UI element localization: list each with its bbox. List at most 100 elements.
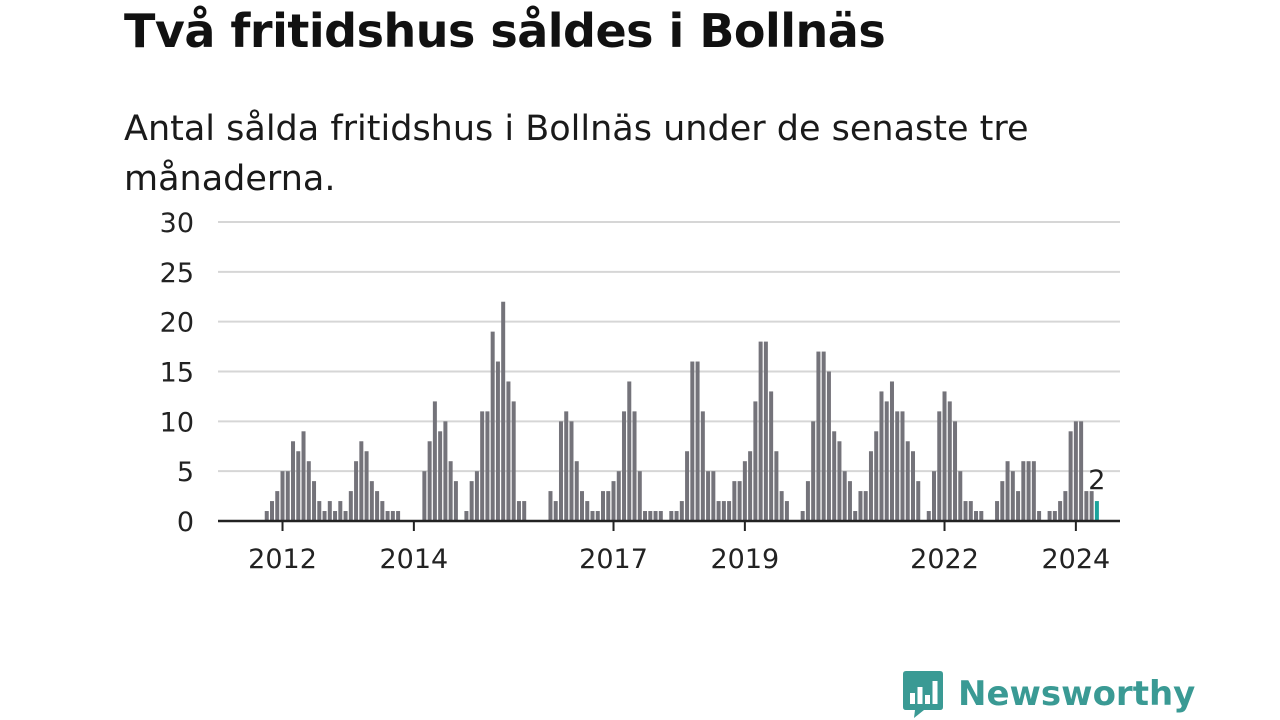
- brand-name: Newsworthy: [958, 674, 1196, 714]
- bar: [958, 471, 963, 521]
- x-tick-label: 2017: [579, 544, 648, 575]
- y-tick-label: 10: [160, 407, 194, 438]
- bar: [932, 471, 937, 521]
- bar: [763, 341, 768, 521]
- bar: [369, 481, 374, 521]
- bar: [354, 461, 359, 521]
- bar: [359, 441, 364, 521]
- bar: [548, 491, 553, 521]
- bar: [285, 471, 290, 521]
- bar: [270, 501, 275, 521]
- y-tick-label: 15: [160, 358, 194, 389]
- bar: [889, 381, 894, 521]
- bar: [343, 511, 348, 521]
- bar: [558, 421, 563, 521]
- chart-subtitle: Antal sålda fritidshus i Bollnäs under d…: [124, 109, 1029, 199]
- bar: [443, 421, 448, 521]
- bar: [622, 411, 627, 521]
- bar: [485, 411, 490, 521]
- bar: [800, 511, 805, 521]
- bar: [516, 501, 521, 521]
- newsworthy-logo: Newsworthy: [902, 668, 1195, 720]
- y-tick-label: 20: [160, 308, 194, 339]
- bar: [1089, 491, 1094, 521]
- bar: [706, 471, 711, 521]
- bar: [847, 481, 852, 521]
- bar: [632, 411, 637, 521]
- bar: [737, 481, 742, 521]
- bar: [695, 361, 700, 521]
- x-tick-label: 2022: [910, 544, 979, 575]
- bar: [453, 481, 458, 521]
- bar: [974, 511, 979, 521]
- bar: [674, 511, 679, 521]
- bar: [916, 481, 921, 521]
- bar: [396, 511, 401, 521]
- bar: [868, 451, 873, 521]
- bar: [1063, 491, 1068, 521]
- bar: [1052, 511, 1057, 521]
- bar: [911, 451, 915, 521]
- bar: [590, 511, 595, 521]
- y-axis-labels: 0 5 10 15 20 25 30: [160, 208, 194, 538]
- bar: [438, 431, 443, 521]
- bar: [653, 511, 658, 521]
- bar: [995, 501, 1000, 521]
- bar: [422, 471, 427, 521]
- bar: [606, 491, 611, 521]
- bar: [1010, 471, 1015, 521]
- bar: [942, 391, 947, 521]
- x-tick-label: 2014: [380, 544, 449, 575]
- bar: [611, 481, 616, 521]
- bar: [874, 431, 879, 521]
- bar: [511, 401, 516, 521]
- bar: [501, 301, 506, 521]
- bar: [569, 421, 574, 521]
- bar: [574, 461, 579, 521]
- bar: [306, 461, 311, 521]
- bar: [826, 371, 831, 521]
- bar: [895, 411, 900, 521]
- bar: [926, 511, 931, 521]
- y-tick-label: 0: [177, 507, 194, 538]
- bar: [1073, 421, 1078, 521]
- bar: [474, 471, 479, 521]
- bar: [385, 511, 390, 521]
- bar: [375, 491, 380, 521]
- bar: [312, 481, 317, 521]
- bar: [301, 431, 306, 521]
- bar: [1000, 481, 1005, 521]
- bar: [390, 511, 395, 521]
- bar: [1037, 511, 1042, 521]
- bar: [774, 451, 779, 521]
- bar: [816, 351, 821, 521]
- bar: [884, 401, 889, 521]
- bar: [690, 361, 695, 521]
- bar: [779, 491, 784, 521]
- bar: [553, 501, 558, 521]
- bar: [669, 511, 674, 521]
- bar: [753, 401, 758, 521]
- bar: [658, 511, 663, 521]
- bar: [1084, 491, 1089, 521]
- bar: [627, 381, 632, 521]
- bar: [700, 411, 705, 521]
- bar: [900, 411, 905, 521]
- x-tick-label: 2019: [711, 544, 780, 575]
- bar: [832, 431, 837, 521]
- x-axis-ticks: 2012 2014 2017 2019 2022 2024: [248, 521, 1110, 575]
- x-tick-label: 2024: [1042, 544, 1111, 575]
- bar: [821, 351, 826, 521]
- bar: [742, 461, 747, 521]
- bar: [858, 491, 863, 521]
- bar: [1079, 421, 1084, 521]
- bar: [953, 421, 958, 521]
- bar: [905, 441, 910, 521]
- bar: [947, 401, 952, 521]
- bar: [1005, 461, 1010, 521]
- bar: [448, 461, 453, 521]
- bar: [758, 341, 763, 521]
- bar: [327, 501, 332, 521]
- bar: [601, 491, 606, 521]
- bar-chart: 0 5 10 15 20 25 30 2012 2014 2017 2019 2022 2024 2: [160, 208, 1120, 575]
